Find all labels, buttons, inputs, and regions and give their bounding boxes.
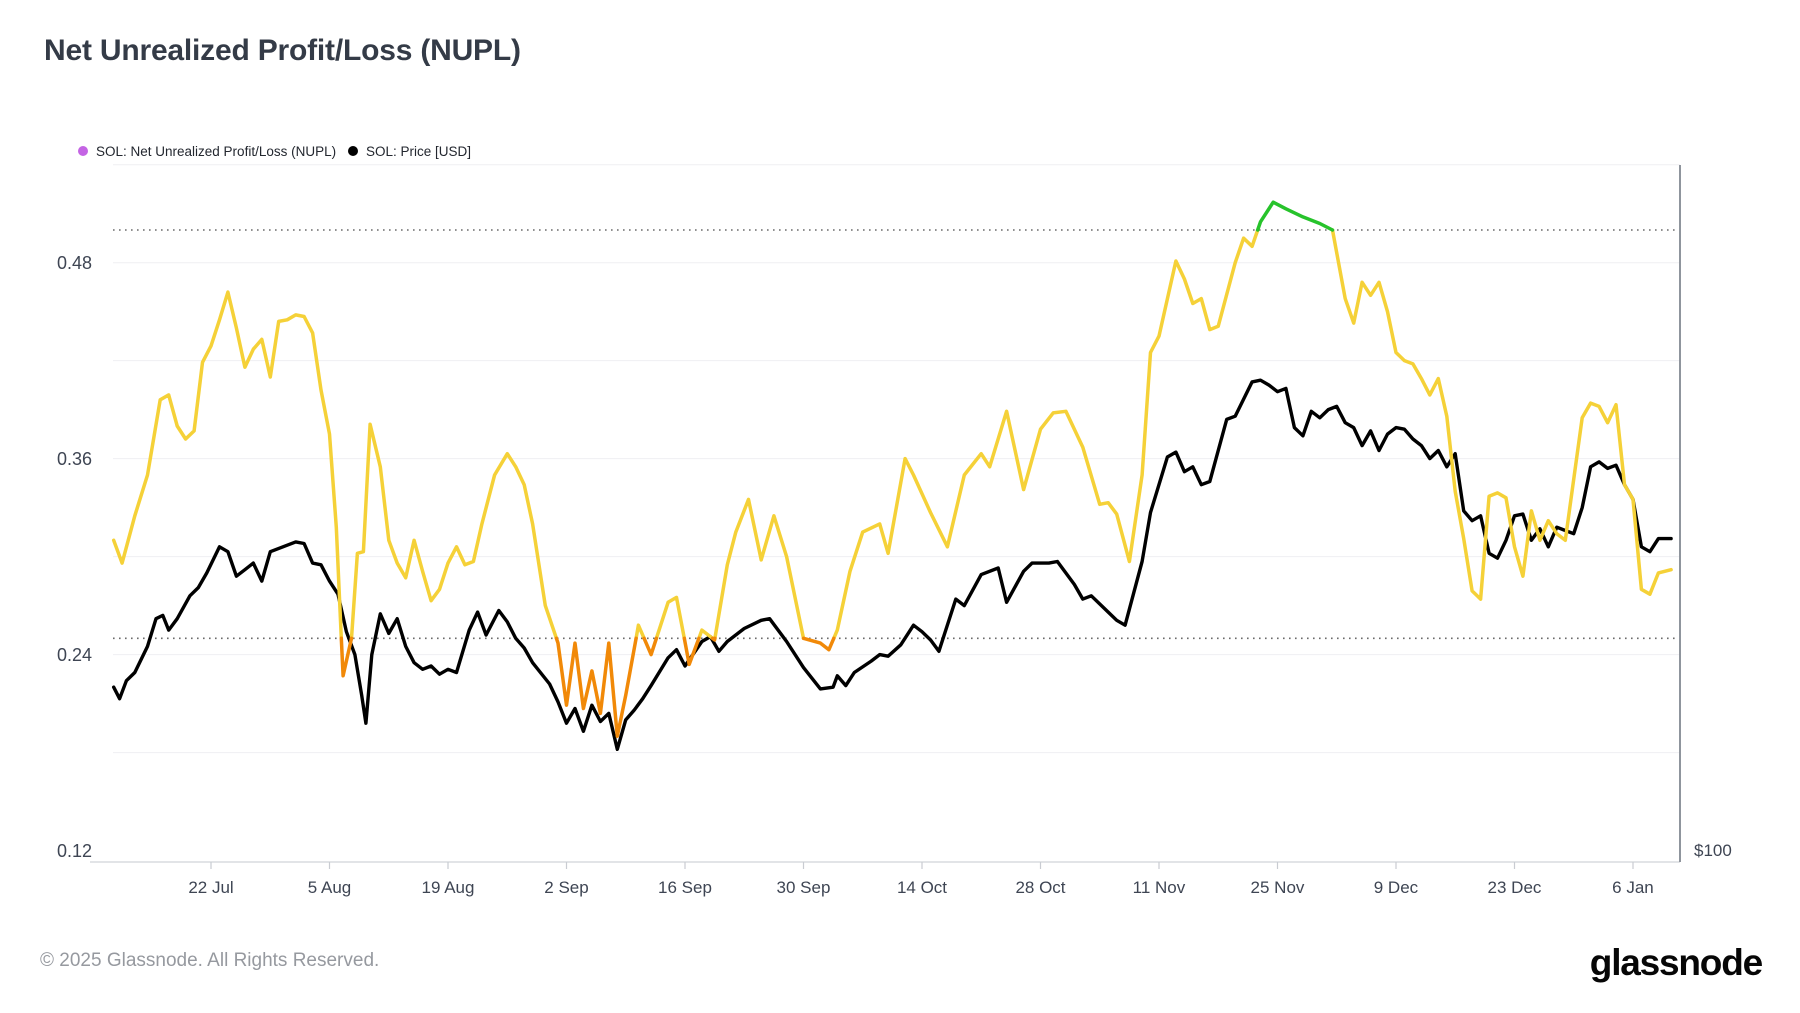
right-axis-price-label: $100 bbox=[1694, 841, 1732, 860]
x-axis-label: 2 Sep bbox=[544, 878, 589, 897]
x-axis-label: 25 Nov bbox=[1250, 878, 1305, 897]
x-axis-label: 5 Aug bbox=[307, 878, 352, 897]
nupl-line-below-025-segment bbox=[339, 636, 836, 738]
legend-item-label: SOL: Price [USD] bbox=[366, 143, 472, 159]
x-axis-label: 22 Jul bbox=[188, 878, 234, 897]
x-axis-label: 28 Oct bbox=[1015, 878, 1066, 897]
x-axis-label: 6 Jan bbox=[1612, 878, 1654, 897]
y-axis-label: 0.24 bbox=[56, 644, 92, 665]
price-legend-dot-icon bbox=[348, 146, 358, 156]
price-line bbox=[112, 378, 1673, 751]
x-axis-label: 14 Oct bbox=[896, 878, 948, 897]
legend: SOL: Net Unrealized Profit/Loss (NUPL) S… bbox=[0, 142, 1800, 162]
legend-item-nupl[interactable]: SOL: Net Unrealized Profit/Loss (NUPL) bbox=[78, 142, 336, 160]
nupl-line-above-05-segment bbox=[1255, 200, 1335, 232]
legend-item-price[interactable]: SOL: Price [USD] bbox=[348, 142, 471, 160]
x-axis-label: 23 Dec bbox=[1487, 878, 1542, 897]
y-axis-label: 0.36 bbox=[56, 448, 92, 469]
copyright-text: © 2025 Glassnode. All Rights Reserved. bbox=[40, 950, 380, 971]
glassnode-logo: glassnode bbox=[1589, 942, 1763, 983]
y-axis-label: 0.12 bbox=[56, 840, 92, 861]
x-axis-label: 19 Aug bbox=[421, 878, 475, 897]
chart-plot-area[interactable] bbox=[113, 165, 1680, 862]
x-axis-label: 30 Sep bbox=[776, 878, 831, 897]
x-axis-label: 9 Dec bbox=[1373, 878, 1419, 897]
page-title: Net Unrealized Profit/Loss (NUPL) bbox=[44, 34, 521, 67]
x-axis-label: 16 Sep bbox=[658, 878, 712, 897]
nupl-legend-dot-icon bbox=[78, 146, 88, 156]
y-axis-label: 0.48 bbox=[56, 252, 92, 273]
nupl-line bbox=[111, 228, 1673, 641]
legend-item-label: SOL: Net Unrealized Profit/Loss (NUPL) bbox=[96, 143, 337, 159]
x-axis-label: 11 Nov bbox=[1132, 878, 1186, 897]
